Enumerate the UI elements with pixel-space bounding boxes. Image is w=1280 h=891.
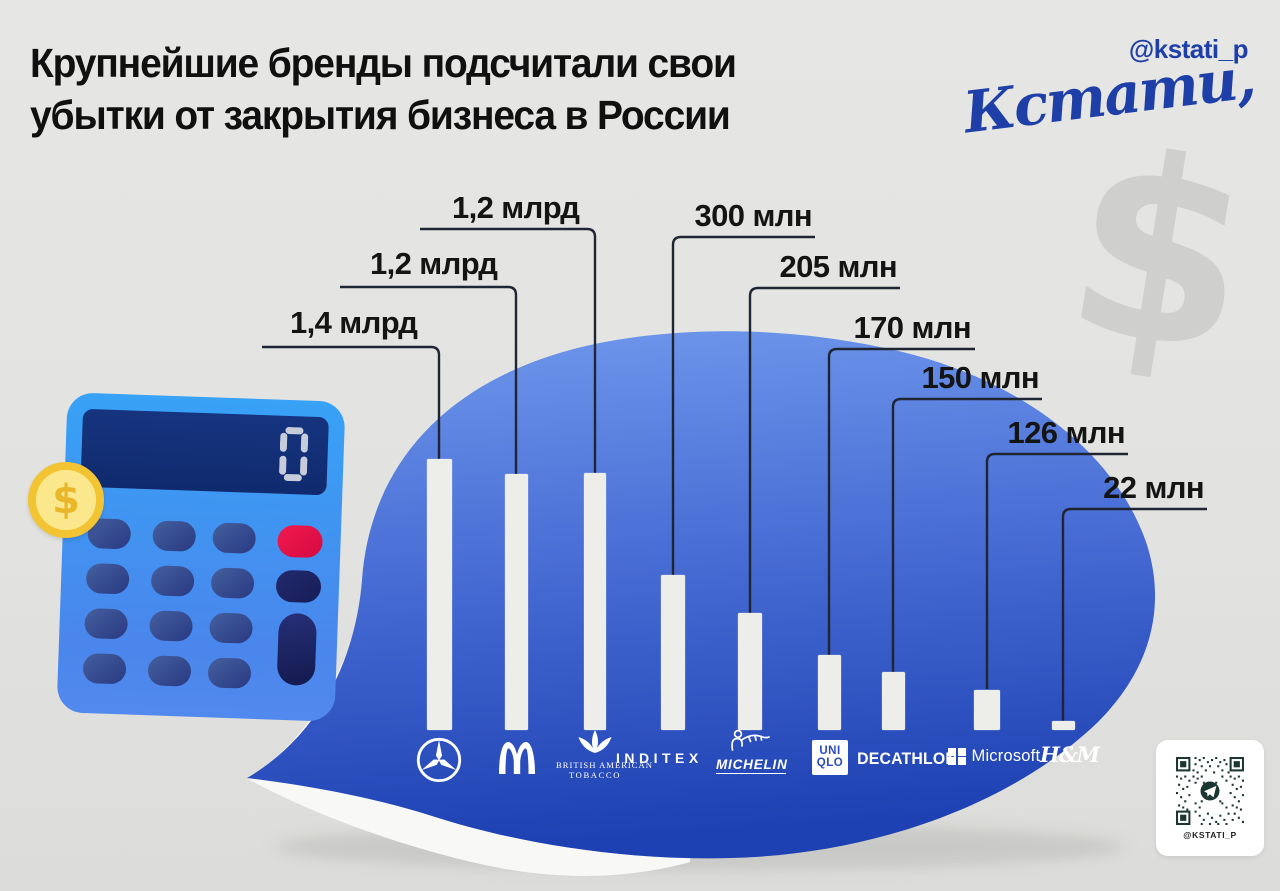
value-label-mercedes: 1,4 млрд bbox=[290, 305, 418, 340]
value-label-microsoft: 126 млн bbox=[1007, 415, 1126, 450]
logo-hm: H&M bbox=[1040, 742, 1100, 767]
bar-mcdonalds bbox=[505, 474, 528, 730]
calc-button bbox=[150, 565, 195, 597]
calc-button bbox=[212, 522, 257, 554]
title-line-1: Крупнейшие бренды подсчитали свои bbox=[30, 40, 737, 86]
connector-hm bbox=[1061, 507, 1207, 722]
bat-text-line2: TOBACCO bbox=[568, 770, 622, 780]
value-label-decathlon: 150 млн bbox=[921, 360, 1040, 395]
telegram-handle[interactable]: @kstati_p bbox=[1128, 34, 1249, 64]
value-label-hm: 22 млн bbox=[1103, 470, 1204, 505]
connector-mercedes bbox=[262, 345, 441, 459]
value-label-bat: 1,2 млрд bbox=[452, 190, 580, 225]
speech-bubble bbox=[247, 331, 1156, 859]
logo-bat: BRITISH AMERICAN TOBACCO bbox=[556, 729, 653, 780]
calc-button-navy bbox=[275, 569, 322, 604]
mercedes-star-icon bbox=[416, 737, 462, 783]
value-label-inditex: 300 млн bbox=[694, 198, 813, 233]
michelin-text: MICHELIN bbox=[716, 757, 788, 774]
calculator-screen bbox=[80, 408, 329, 496]
mcdonalds-arches-icon bbox=[499, 742, 535, 774]
value-label-michelin: 205 млн bbox=[779, 249, 898, 284]
bat-leaf-icon bbox=[578, 730, 612, 753]
calc-button bbox=[210, 567, 255, 599]
connector-mcdonalds bbox=[340, 285, 518, 474]
bar-bat bbox=[584, 473, 606, 730]
calculator-illustration bbox=[56, 392, 346, 722]
calc-button bbox=[147, 655, 192, 687]
connector-inditex bbox=[671, 235, 815, 575]
uniqlo-text-top: UNI bbox=[819, 744, 841, 757]
bar-decathlon bbox=[882, 672, 905, 730]
microsoft-text: Microsoft bbox=[971, 747, 1041, 765]
connector-microsoft bbox=[985, 452, 1128, 689]
calc-button-red bbox=[277, 524, 324, 559]
calc-button bbox=[85, 563, 130, 595]
title-line-2: убытки от закрытия бизнеса в России bbox=[30, 91, 731, 138]
value-label-mcdonalds: 1,2 млрд bbox=[370, 246, 498, 281]
logo-microsoft: Microsoft bbox=[948, 747, 1040, 766]
calc-button bbox=[152, 520, 197, 552]
calculator-display-digit bbox=[279, 426, 309, 482]
bar-microsoft bbox=[974, 690, 1000, 730]
calc-button-tall bbox=[276, 612, 318, 687]
connector-uniqlo bbox=[827, 347, 975, 655]
qr-code-icon bbox=[1176, 756, 1244, 825]
michelin-bibendum-icon bbox=[731, 729, 770, 751]
bar-inditex bbox=[661, 575, 685, 730]
qr-modules bbox=[1176, 756, 1244, 825]
microsoft-squares-icon bbox=[948, 747, 966, 766]
connector-decathlon bbox=[891, 397, 1042, 672]
logo-michelin: MICHELIN bbox=[716, 728, 788, 774]
coin-dollar-symbol: $ bbox=[52, 477, 80, 523]
bar-michelin bbox=[738, 613, 762, 730]
bar-hm bbox=[1052, 721, 1075, 730]
qr-finder-patterns bbox=[1176, 756, 1244, 825]
dollar-coin-icon: $ bbox=[28, 462, 104, 538]
logo-mercedes bbox=[415, 736, 463, 789]
calc-button bbox=[149, 610, 194, 642]
calc-button bbox=[207, 657, 252, 689]
page-title: Крупнейшие бренды подсчитали свои убытки… bbox=[30, 38, 885, 141]
logo-mcdonalds bbox=[497, 740, 537, 779]
calc-button bbox=[82, 652, 127, 685]
value-label-uniqlo: 170 млн bbox=[853, 310, 972, 345]
logo-uniqlo: UNI QLO bbox=[812, 740, 848, 775]
bar-mercedes bbox=[427, 459, 452, 730]
qr-card[interactable]: @KSTATI_P bbox=[1156, 740, 1264, 856]
bat-text-line1: BRITISH AMERICAN bbox=[556, 760, 653, 770]
connector-michelin bbox=[748, 286, 900, 613]
logo-inditex: INDITEX bbox=[616, 750, 703, 766]
connector-bat bbox=[420, 227, 597, 473]
logo-decathlon: DECATHLON bbox=[857, 750, 958, 768]
qr-handle-label: @KSTATI_P bbox=[1183, 829, 1237, 840]
calc-button bbox=[209, 612, 254, 644]
calc-button bbox=[84, 607, 129, 640]
bar-uniqlo bbox=[818, 655, 841, 730]
uniqlo-text-bottom: QLO bbox=[816, 757, 844, 769]
